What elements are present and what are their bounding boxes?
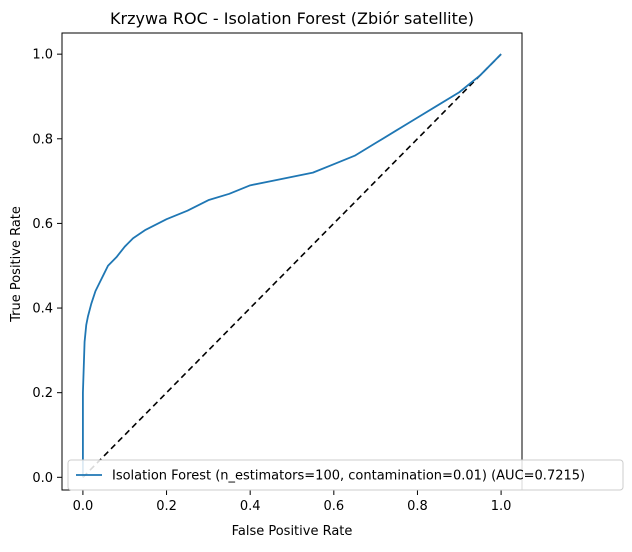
x-tick-label: 0.6 — [323, 499, 344, 514]
x-tick-label: 0.8 — [407, 499, 428, 514]
x-axis-label: False Positive Rate — [232, 524, 353, 539]
roc-curve-series-0 — [82, 53, 502, 478]
legend-label: Isolation Forest (n_estimators=100, cont… — [112, 469, 585, 484]
y-tick-label: 0.4 — [32, 302, 53, 317]
y-tick-label: 1.0 — [32, 48, 53, 63]
x-tick-label: 0.2 — [156, 499, 177, 514]
random-classifier-diagonal-line — [82, 53, 502, 478]
y-tick-label: 0.6 — [32, 217, 53, 232]
legend-box — [67, 459, 624, 491]
x-tick-label: 0.4 — [240, 499, 261, 514]
chart-title: Krzywa ROC - Isolation Forest (Zbiór sat… — [110, 9, 474, 28]
y-tick-label: 0.8 — [32, 132, 53, 147]
y-tick-label: 0.0 — [32, 471, 53, 486]
y-tick-label: 0.2 — [32, 386, 53, 401]
legend: Isolation Forest (n_estimators=100, cont… — [67, 459, 624, 491]
y-axis-label: True Positive Rate — [9, 206, 24, 323]
x-tick-label: 0.0 — [73, 499, 94, 514]
plot-area — [62, 33, 522, 490]
plot-layer — [62, 33, 522, 490]
x-tick-label: 1.0 — [491, 499, 512, 514]
